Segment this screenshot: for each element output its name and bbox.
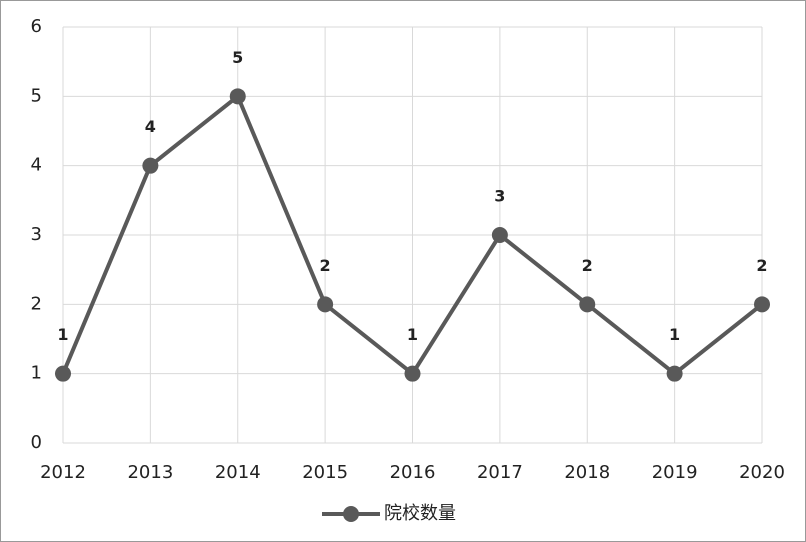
x-tick-label: 2012 xyxy=(40,462,86,483)
y-tick-label: 2 xyxy=(31,293,42,314)
data-label: 1 xyxy=(57,325,68,344)
x-tick-label: 2015 xyxy=(302,462,348,483)
data-label: 1 xyxy=(407,325,418,344)
x-tick-label: 2013 xyxy=(127,462,173,483)
x-tick-label: 2018 xyxy=(564,462,610,483)
y-tick-label: 6 xyxy=(31,16,42,37)
data-label: 2 xyxy=(320,256,331,275)
x-tick-label: 2017 xyxy=(477,462,523,483)
data-label: 2 xyxy=(756,256,767,275)
y-tick-label: 4 xyxy=(31,155,42,176)
point xyxy=(754,296,770,313)
point xyxy=(404,365,421,382)
x-tick-label: 2020 xyxy=(739,462,785,483)
legend-marker xyxy=(343,506,359,522)
y-tick-label: 0 xyxy=(31,432,42,453)
point xyxy=(666,365,683,382)
point xyxy=(229,88,246,105)
y-tick-label: 3 xyxy=(31,224,42,245)
data-label: 3 xyxy=(494,187,505,206)
point xyxy=(491,227,508,243)
data-label: 1 xyxy=(669,325,680,344)
y-tick-label: 1 xyxy=(31,363,42,384)
point xyxy=(55,365,71,382)
x-tick-label: 2016 xyxy=(390,462,436,483)
data-label: 5 xyxy=(232,48,243,67)
data-label: 4 xyxy=(145,117,156,136)
point xyxy=(142,157,159,174)
legend-label: 院校数量 xyxy=(384,503,456,524)
point xyxy=(579,296,596,313)
data-label: 2 xyxy=(582,256,593,275)
point xyxy=(317,296,334,313)
y-tick-label: 5 xyxy=(31,85,42,106)
x-tick-label: 2014 xyxy=(215,462,261,483)
x-tick-label: 2019 xyxy=(652,462,698,483)
